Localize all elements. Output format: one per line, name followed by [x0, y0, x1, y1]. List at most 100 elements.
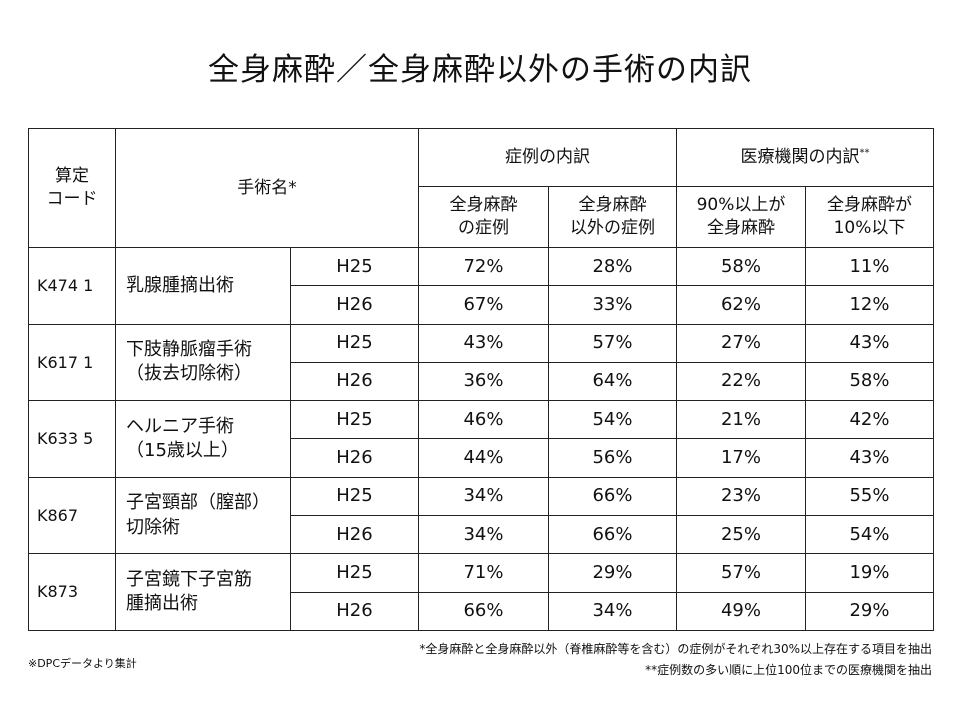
value-cell: 27%: [676, 323, 806, 363]
header-row: 算定 コード 手術名* 症例の内訳 医療機関の内訳**: [28, 128, 934, 248]
value-cell: 12%: [805, 285, 934, 325]
data-row: H26 36% 64% 22% 58%: [29, 361, 934, 402]
value-cell: 33%: [548, 285, 677, 325]
value-cell: 54%: [548, 400, 677, 440]
name-line: ヘルニア手術: [126, 415, 234, 437]
header-line: 全身麻酔: [449, 195, 518, 216]
header-cell: 全身麻酔 以外の症例: [548, 186, 677, 248]
value-cell: 66%: [418, 591, 549, 631]
data-row: K617 1 下肢静脈瘤手術 （抜去切除術） H25 43% 57% 27% 43%: [28, 323, 934, 402]
value-cell: 25%: [676, 515, 806, 555]
value-cell: 19%: [805, 553, 934, 593]
code-cell: K873: [28, 553, 116, 631]
data-row: K474 1 乳腺腫摘出術 H25 72% 28% 58% 11%: [28, 246, 934, 325]
title: 全身麻酔／全身麻酔以外の手術の内訳: [208, 52, 752, 88]
name-line: 切除術: [126, 516, 180, 538]
name-line: 子宮鏡下子宮筋: [126, 568, 252, 590]
header-mark: **: [859, 147, 870, 159]
name-cell: 子宮頸部（膣部） 切除術: [115, 476, 291, 555]
value-cell: 57%: [676, 553, 806, 593]
value-cell: 11%: [805, 246, 934, 287]
data-row: H26 44% 56% 17% 43%: [29, 438, 934, 478]
header-line: 全身麻酔: [707, 218, 775, 238]
value-cell: 17%: [676, 438, 806, 478]
year-cell: H25: [290, 400, 419, 440]
value-cell: 57%: [548, 323, 677, 363]
footnote: **症例数の多い順に上位100位までの医療機関を抽出: [645, 663, 932, 677]
value-cell: 34%: [548, 591, 677, 631]
value-cell: 58%: [805, 361, 934, 402]
year-cell: H26: [290, 438, 419, 478]
header-text: 医療機関の内訳: [740, 147, 860, 168]
name-line: 下肢静脈瘤手術: [126, 339, 252, 361]
value-cell: 29%: [548, 553, 677, 593]
name-line: 子宮頸部（膣部）: [126, 492, 270, 514]
year-cell: H26: [290, 361, 419, 402]
year-cell: H26: [290, 591, 419, 631]
year-cell: H25: [290, 246, 419, 287]
value-cell: 49%: [676, 591, 806, 631]
footnote: *全身麻酔と全身麻酔以外（脊椎麻酔等を含む）の症例がそれぞれ30%以上存在する項…: [419, 642, 932, 656]
value-cell: 22%: [676, 361, 806, 402]
name-line: （15歳以上）: [126, 439, 239, 461]
data-row: H26 34% 66% 25% 54%: [29, 515, 934, 555]
header-line: 90%以上が: [696, 195, 786, 216]
value-cell: 71%: [418, 553, 549, 593]
name-line: 乳腺腫摘出術: [126, 274, 234, 296]
name-cell: ヘルニア手術 （15歳以上）: [115, 400, 291, 478]
year-cell: H26: [290, 515, 419, 555]
code-cell: K633 5: [28, 400, 116, 478]
value-cell: 23%: [676, 476, 806, 517]
value-cell: 56%: [548, 438, 677, 478]
header-row: 全身麻酔 の症例 全身麻酔 以外の症例 90%以上が 全身麻酔 全身麻酔が 10%以下: [29, 186, 934, 248]
header-cell: 医療機関の内訳**: [676, 128, 934, 187]
header-line: 以外の症例: [570, 218, 655, 238]
year-cell: H25: [290, 553, 419, 593]
value-cell: 58%: [676, 246, 806, 287]
value-cell: 43%: [805, 323, 934, 363]
year-cell: H25: [290, 476, 419, 517]
value-cell: 34%: [418, 515, 549, 555]
table: 算定 コード 手術名* 症例の内訳 医療機関の内訳** 全身麻酔 の症例 全身麻酔 以外の症例 9…: [28, 128, 934, 631]
name-cell: 乳腺腫摘出術: [115, 247, 291, 325]
data-row: K633 5 ヘルニア手術 （15歳以上） H25 46% 54% 21% 42%: [28, 400, 934, 478]
header-cell: 手術名*: [115, 128, 419, 248]
year-cell: H25: [290, 323, 419, 363]
value-cell: 72%: [418, 246, 549, 287]
source-note: ※DPCデータより集計: [28, 657, 137, 670]
value-cell: 66%: [548, 476, 677, 517]
header-cell: 全身麻酔が 10%以下: [805, 186, 934, 248]
value-cell: 62%: [676, 285, 806, 325]
header-cell: 全身麻酔 の症例: [418, 186, 549, 248]
header-line: 全身麻酔: [578, 195, 647, 216]
code-cell: K867: [28, 476, 116, 555]
name-cell: 下肢静脈瘤手術 （抜去切除術）: [115, 323, 291, 402]
value-cell: 54%: [805, 515, 934, 555]
value-cell: 55%: [805, 476, 934, 517]
header-line: 10%以下: [833, 218, 906, 238]
header-line: コード: [46, 189, 98, 209]
header-cell: 症例の内訳: [418, 128, 677, 187]
value-cell: 67%: [418, 285, 549, 325]
header-line: の症例: [458, 218, 509, 238]
value-cell: 46%: [418, 400, 549, 440]
data-row: K873 子宮鏡下子宮筋 腫摘出術 H25 71% 29% 57% 19%: [28, 553, 934, 631]
year-cell: H26: [290, 285, 419, 325]
value-cell: 34%: [418, 476, 549, 517]
header-cell: 90%以上が 全身麻酔: [676, 186, 806, 248]
header-line: 算定: [55, 166, 89, 187]
value-cell: 36%: [418, 361, 549, 402]
data-row: H26 66% 34% 49% 29%: [29, 591, 934, 631]
value-cell: 43%: [805, 438, 934, 478]
name-cell: 子宮鏡下子宮筋 腫摘出術: [115, 553, 291, 631]
value-cell: 21%: [676, 400, 806, 440]
name-line: （抜去切除術）: [126, 363, 252, 385]
value-cell: 42%: [805, 400, 934, 440]
code-cell: K474 1: [28, 247, 116, 325]
header-line: 全身麻酔が: [827, 195, 912, 216]
name-line: 腫摘出術: [126, 593, 198, 615]
value-cell: 66%: [548, 515, 677, 555]
value-cell: 28%: [548, 246, 677, 287]
value-cell: 64%: [548, 361, 677, 402]
